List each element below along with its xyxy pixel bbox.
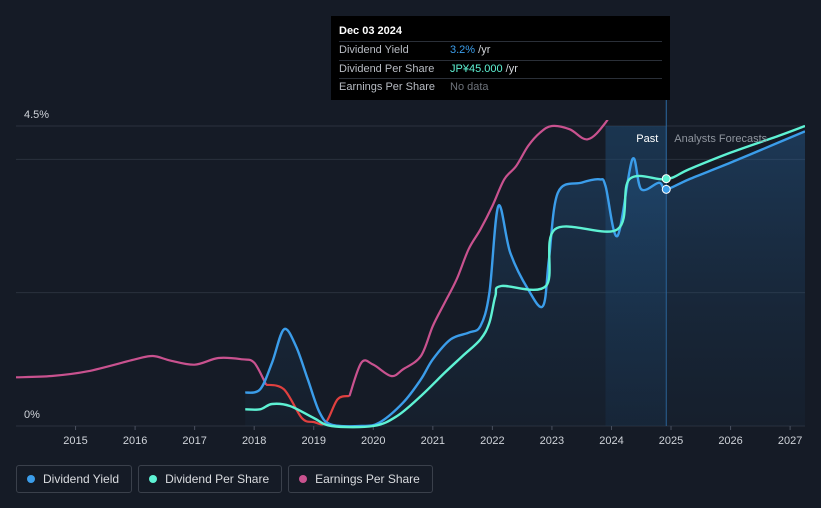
dividend-yield-area (245, 131, 805, 427)
y-tick-label: 0% (24, 409, 40, 421)
x-tick-label: 2024 (599, 435, 623, 447)
tooltip-row-dividend-per-share: Dividend Per Share JP¥45.000 /yr (339, 59, 662, 79)
x-tick-label: 2023 (540, 435, 564, 447)
legend-dot-icon (149, 475, 158, 483)
legend-item-earnings-per-share[interactable]: Earnings Per Share (288, 465, 433, 493)
chart-tooltip: Dec 03 2024 Dividend Yield 3.2% /yr Divi… (331, 16, 670, 100)
legend-item-dividend-per-share[interactable]: Dividend Per Share (138, 465, 283, 493)
tooltip-label: Earnings Per Share (339, 81, 435, 93)
x-tick-label: 2017 (182, 435, 206, 447)
legend-item-dividend-yield[interactable]: Dividend Yield (16, 465, 133, 493)
forecast-label: Analysts Forecasts (674, 133, 767, 145)
legend-label: Dividend Yield (43, 472, 120, 486)
x-tick-label: 2016 (123, 435, 147, 447)
tooltip-label: Dividend Yield (339, 44, 409, 56)
x-tick-label: 2020 (361, 435, 385, 447)
x-tick-label: 2021 (421, 435, 445, 447)
x-tick-label: 2022 (480, 435, 504, 447)
legend-label: Earnings Per Share (315, 472, 420, 486)
x-tick-label: 2027 (778, 435, 802, 447)
eps-line (16, 354, 268, 386)
tooltip-date: Dec 03 2024 (339, 25, 402, 37)
x-tick-label: 2018 (242, 435, 266, 447)
x-tick-label: 2019 (301, 435, 325, 447)
chart-legend: Dividend Yield Dividend Per Share Earnin… (16, 465, 433, 493)
past-label: Past (636, 133, 658, 145)
tooltip-label: Dividend Per Share (339, 62, 435, 75)
tooltip-value: 3.2% (450, 44, 476, 56)
eps-loss-line (265, 383, 350, 426)
dividend-yield-marker (661, 184, 671, 194)
dividend-yield-line (244, 130, 805, 428)
eps-line (348, 120, 609, 397)
x-tick-label: 2026 (718, 435, 742, 447)
legend-dot-icon (27, 475, 35, 483)
x-tick-label: 2025 (659, 435, 683, 447)
tooltip-value: No data (450, 81, 489, 93)
dividend-per-share-marker (661, 174, 671, 184)
x-tick-label: 2015 (63, 435, 87, 447)
tooltip-value: JP¥45.000 (450, 62, 503, 75)
tooltip-unit: /yr (502, 62, 518, 75)
y-tick-label: 4.5% (24, 109, 49, 121)
legend-dot-icon (299, 475, 308, 483)
tooltip-row-dividend-yield: Dividend Yield 3.2% /yr (339, 41, 662, 60)
tooltip-unit: /yr (475, 44, 491, 56)
tooltip-row-earnings-per-share: Earnings Per Share No data (339, 78, 662, 97)
legend-label: Dividend Per Share (165, 472, 270, 486)
